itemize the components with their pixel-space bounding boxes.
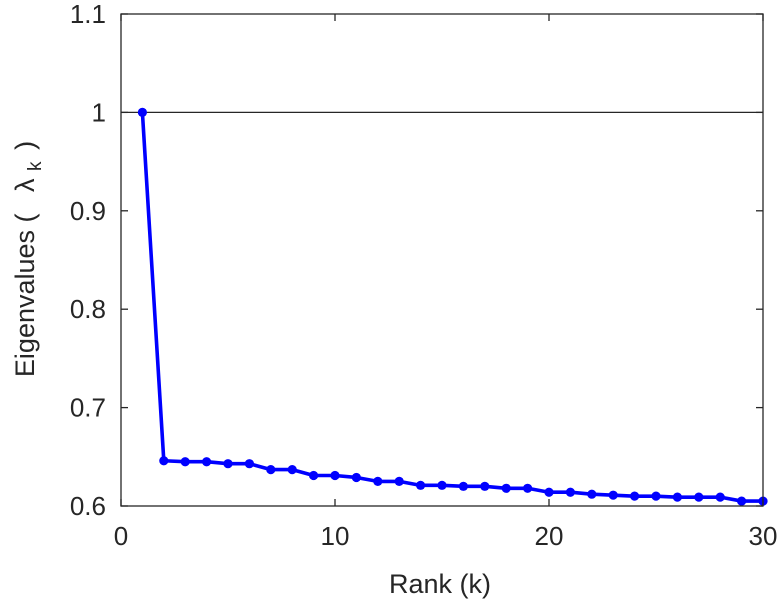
data-point (737, 496, 747, 506)
data-point (416, 480, 426, 490)
data-point (672, 492, 683, 502)
y-tick-label: 0.7 (70, 393, 106, 423)
x-tick-label: 30 (749, 521, 778, 551)
data-point (437, 480, 447, 490)
plot-area (121, 14, 763, 506)
data-point (694, 492, 704, 502)
y-axis-title-suffix: ) (10, 141, 40, 150)
x-tick-label: 10 (321, 521, 350, 551)
data-point (715, 492, 725, 502)
y-tick-label: 0.6 (70, 491, 106, 521)
x-tick-label: 20 (535, 521, 564, 551)
y-tick-label: 0.8 (70, 294, 106, 324)
data-point (159, 456, 169, 466)
y-tick-label: 0.9 (70, 196, 106, 226)
data-point (309, 470, 319, 481)
data-point (523, 483, 533, 493)
data-point (244, 459, 254, 469)
data-point (544, 487, 554, 497)
data-point (480, 481, 490, 491)
y-tick-label: 1.1 (70, 0, 106, 29)
data-point (501, 483, 511, 493)
y-axis-title-prefix: Eigenvalues ( (10, 213, 40, 377)
y-axis-title-symbol: λ (10, 178, 40, 192)
data-point (330, 470, 340, 481)
data-point (223, 459, 233, 469)
y-axis-title-subscript: k (25, 161, 46, 171)
y-axis-title: Eigenvalues ( λ k ) (10, 141, 47, 377)
x-axis-title: Rank (k) (389, 569, 491, 599)
data-point (630, 491, 640, 501)
data-point (180, 457, 190, 467)
data-point (266, 464, 276, 475)
data-point (651, 491, 661, 501)
data-point (587, 489, 597, 499)
x-tick-label: 0 (114, 521, 128, 551)
data-point (202, 457, 212, 467)
data-point (373, 476, 383, 486)
data-point (565, 487, 576, 497)
data-point (608, 490, 618, 500)
data-point (137, 107, 147, 117)
data-point (287, 464, 297, 475)
data-point (394, 476, 404, 486)
axes-box (120, 13, 764, 507)
data-point (458, 481, 468, 491)
y-tick-label: 1 (92, 97, 106, 127)
data-point (351, 472, 361, 483)
